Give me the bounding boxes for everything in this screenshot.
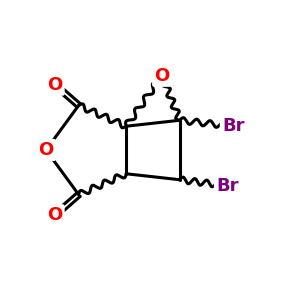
Text: Br: Br — [222, 117, 244, 135]
Text: Br: Br — [216, 177, 239, 195]
Text: O: O — [47, 206, 62, 224]
Text: O: O — [154, 67, 170, 85]
Text: O: O — [47, 76, 62, 94]
Text: O: O — [38, 141, 54, 159]
